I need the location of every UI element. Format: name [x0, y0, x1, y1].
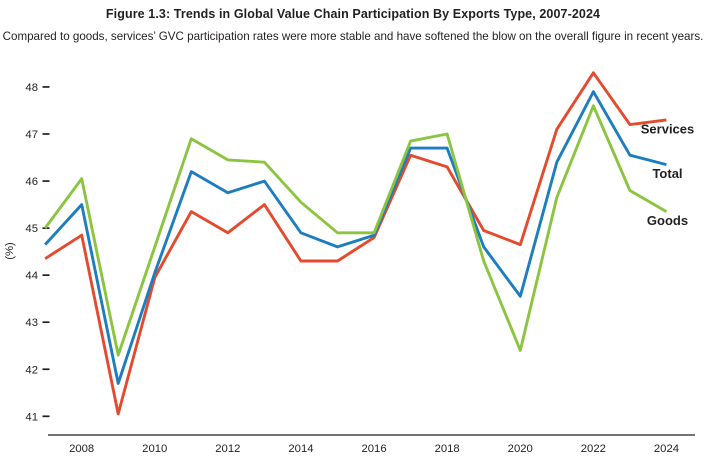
gvc-participation-line-chart: 41 42 43 44 45 46 47 48 (%) 2008 2010 2012 2014 2016 2…	[0, 64, 706, 468]
x-axis-year-label: 2024	[654, 443, 679, 455]
x-axis-year-label: 2010	[142, 443, 167, 455]
y-axis-tick-label: 48	[25, 82, 38, 94]
y-axis-tick-label: 42	[25, 364, 38, 376]
x-axis-year-label: 2008	[69, 443, 94, 455]
x-axis-year-label: 2018	[435, 443, 460, 455]
x-axis-year-label: 2014	[288, 443, 313, 455]
x-axis-year-label: 2020	[508, 443, 533, 455]
series-line-goods	[43, 104, 668, 357]
series-line-total	[44, 90, 667, 385]
figure-title: Figure 1.3: Trends in Global Value Chain…	[105, 7, 601, 21]
y-axis-tick-label: 47	[25, 129, 38, 141]
y-axis-tick-label: 45	[25, 223, 38, 235]
y-axis-unit-label: (%)	[4, 242, 16, 260]
y-axis-tick-label: 41	[25, 411, 38, 423]
x-axis-year-label: 2016	[361, 443, 386, 455]
series-line-services	[44, 71, 667, 416]
y-axis-tick-label: 44	[25, 270, 38, 282]
series-end-label-goods: Goods	[647, 213, 688, 228]
series-end-label-services: Services	[641, 121, 695, 136]
series-end-label-total: Total	[652, 166, 682, 181]
y-axis-tick-label: 46	[25, 176, 38, 188]
figure-subtitle: Compared to goods, services’ GVC partici…	[2, 30, 704, 43]
x-axis-year-label: 2022	[581, 443, 606, 455]
y-axis-tick-label: 43	[25, 317, 38, 329]
chart-svg: 41 42 43 44 45 46 47 48 (%) 2008 2010 2012 2014 2016 2…	[4, 71, 695, 455]
x-axis-year-label: 2012	[215, 443, 240, 455]
